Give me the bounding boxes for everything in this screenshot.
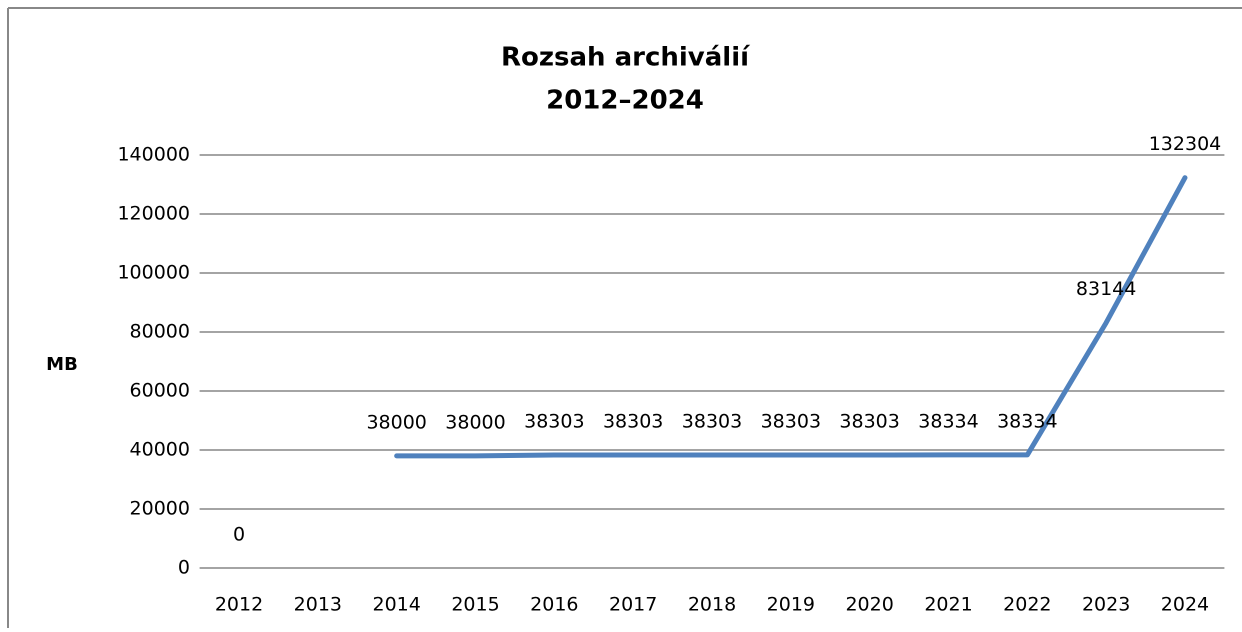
x-tick-label: 2015 [451, 594, 499, 616]
data-label: 38303 [524, 411, 584, 433]
x-tick-label: 2014 [372, 594, 420, 616]
data-label: 38334 [918, 410, 978, 432]
x-tick-label: 2016 [530, 594, 578, 616]
x-tick-label: 2024 [1161, 594, 1209, 616]
data-label: 132304 [1149, 133, 1222, 155]
data-label: 38303 [603, 411, 663, 433]
y-tick-label: 60000 [130, 380, 190, 402]
y-axis-label: MB [46, 354, 78, 375]
x-tick-label: 2019 [767, 594, 815, 616]
data-label: 38334 [997, 410, 1057, 432]
x-tick-label: 2018 [688, 594, 736, 616]
x-tick-label: 2023 [1082, 594, 1130, 616]
data-label: 38000 [445, 411, 505, 433]
line-series [394, 175, 1188, 459]
y-tick-label: 40000 [130, 439, 190, 461]
y-tick-label: 100000 [117, 262, 190, 284]
data-label: 38303 [839, 411, 899, 433]
data-label: 83144 [1076, 278, 1136, 300]
y-tick-label: 0 [178, 557, 190, 579]
data-label: 38000 [366, 411, 426, 433]
x-tick-label: 2020 [845, 594, 893, 616]
data-label: 0 [233, 524, 245, 546]
chart-title: Rozsah archiválií [501, 43, 751, 73]
y-tick-label: 140000 [117, 144, 190, 166]
y-tick-label: 20000 [130, 498, 190, 520]
x-tick-label: 2012 [215, 594, 263, 616]
x-tick-label: 2021 [924, 594, 972, 616]
data-label: 38303 [761, 411, 821, 433]
x-tick-label: 2013 [294, 594, 342, 616]
data-label: 38303 [682, 411, 742, 433]
x-tick-label: 2017 [609, 594, 657, 616]
x-tick-label: 2022 [1003, 594, 1051, 616]
y-tick-label: 120000 [117, 203, 190, 225]
chart-title: 2012–2024 [546, 86, 704, 116]
y-tick-label: 80000 [130, 321, 190, 343]
